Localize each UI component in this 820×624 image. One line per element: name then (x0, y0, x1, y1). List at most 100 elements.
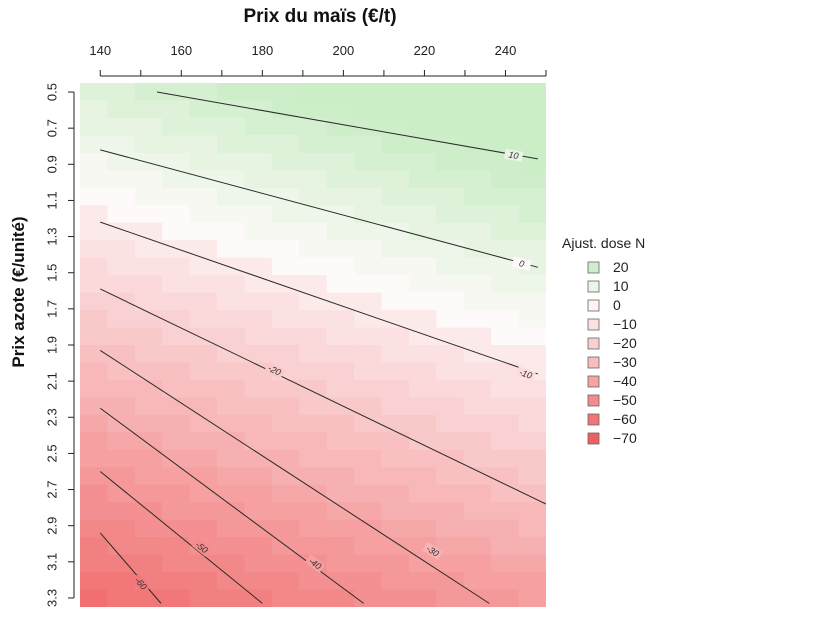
heatmap-cell (436, 310, 465, 329)
heatmap-cell (217, 519, 246, 538)
heatmap-cell (162, 379, 191, 398)
heatmap-cell (80, 537, 109, 556)
heatmap-cell (80, 222, 109, 241)
heatmap-cell (134, 554, 163, 573)
heatmap-cell (244, 467, 273, 486)
heatmap-cell (217, 292, 246, 311)
heatmap-cell (189, 345, 218, 364)
heatmap-cell (408, 117, 437, 136)
heatmap-cell (80, 83, 109, 102)
heatmap-cell (107, 397, 136, 416)
heatmap-cell (189, 222, 218, 241)
heatmap-cell (491, 310, 520, 329)
heatmap-cell (80, 310, 109, 329)
heatmap-cell (491, 187, 520, 206)
heatmap-cell (436, 170, 465, 189)
heatmap-cell (244, 170, 273, 189)
heatmap-cell (463, 310, 492, 329)
heatmap-cell (217, 170, 246, 189)
heatmap-cell (162, 589, 191, 607)
heatmap-cell (80, 554, 109, 573)
heatmap-cell (134, 589, 163, 607)
heatmap-cell (518, 152, 546, 171)
heatmap-cell (162, 449, 191, 468)
heatmap-cell (189, 83, 218, 102)
heatmap-cell (189, 589, 218, 607)
heatmap-cell (436, 484, 465, 503)
heatmap-cell (189, 554, 218, 573)
heatmap-cell (354, 502, 383, 521)
heatmap-cell (189, 397, 218, 416)
contour-line (100, 288, 546, 505)
heatmap-cell (162, 397, 191, 416)
heatmap-cell (518, 519, 546, 538)
heatmap-cell (436, 379, 465, 398)
heatmap-cell (436, 467, 465, 486)
heatmap-cell (326, 502, 355, 521)
heatmap-cell (299, 257, 328, 276)
heatmap-cell (354, 414, 383, 433)
heatmap-cell (491, 432, 520, 451)
heatmap-cell (107, 379, 136, 398)
heatmap-cell (162, 519, 191, 538)
heatmap-cell (354, 257, 383, 276)
heatmap-cell (217, 222, 246, 241)
legend-swatch (587, 413, 600, 426)
heatmap-cell (217, 327, 246, 346)
contour-label-bg (264, 361, 285, 379)
heatmap-cell (381, 187, 410, 206)
heatmap-cell (491, 484, 520, 503)
heatmap-cell (408, 275, 437, 294)
heatmap-cell (491, 414, 520, 433)
y-tick-label: 1.1 (44, 191, 59, 209)
heatmap-cell (80, 519, 109, 538)
legend-label: −40 (613, 373, 637, 389)
heatmap-cell (491, 467, 520, 486)
heatmap-cell (244, 502, 273, 521)
heatmap-cell (326, 83, 355, 102)
heatmap-cell (162, 152, 191, 171)
heatmap-cell (491, 275, 520, 294)
heatmap-cell (326, 449, 355, 468)
heatmap-cell (463, 327, 492, 346)
heatmap-cell (518, 345, 546, 364)
heatmap-cell (299, 414, 328, 433)
heatmap-cell (189, 187, 218, 206)
heatmap-cell (189, 170, 218, 189)
heatmap-cell (463, 554, 492, 573)
heatmap-cell (244, 292, 273, 311)
heatmap-cell (162, 310, 191, 329)
heatmap-cell (463, 152, 492, 171)
heatmap-cell (381, 502, 410, 521)
heatmap-cell (162, 292, 191, 311)
heatmap-cell (518, 379, 546, 398)
heatmap-cell (134, 345, 163, 364)
heatmap-cell (217, 205, 246, 224)
heatmap-cell (408, 310, 437, 329)
heatmap-cell (189, 484, 218, 503)
heatmap-cell (299, 589, 328, 607)
heatmap-cell (463, 345, 492, 364)
heatmap-cell (491, 257, 520, 276)
heatmap-cell (217, 310, 246, 329)
heatmap-cell (326, 467, 355, 486)
heatmap-cell (326, 572, 355, 591)
heatmap-cell (244, 397, 273, 416)
heatmap-cell (381, 537, 410, 556)
legend: Ajust. dose N 20 10 0 −10 −20 −30 −40 −50 −60 −70 (562, 235, 645, 446)
heatmap-cell (299, 170, 328, 189)
heatmap-cell (107, 83, 136, 102)
heatmap-cell (463, 449, 492, 468)
legend-swatch (587, 375, 600, 388)
legend-swatch (587, 318, 600, 331)
heatmap-cell (299, 292, 328, 311)
heatmap-cell (381, 327, 410, 346)
heatmap-cell (244, 484, 273, 503)
heatmap-cell (189, 292, 218, 311)
heatmap-cell (162, 257, 191, 276)
heatmap-cell (436, 327, 465, 346)
heatmap-cell (326, 135, 355, 154)
heatmap-cell (80, 589, 109, 607)
heatmap-cell (107, 449, 136, 468)
heatmap-cell (189, 117, 218, 136)
